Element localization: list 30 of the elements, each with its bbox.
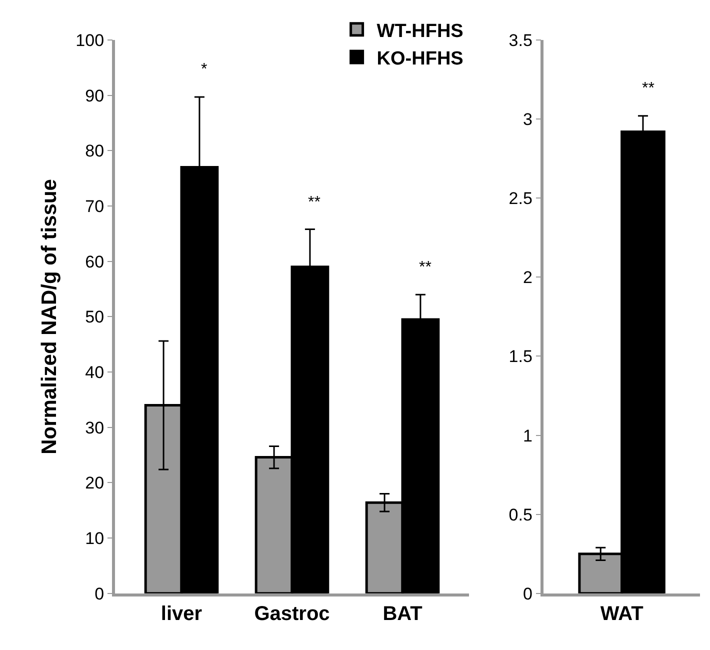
y-tick-label: 60: [85, 252, 104, 272]
y-tick-label: 2.5: [508, 189, 532, 208]
x-tick-label: Gastroc: [254, 603, 330, 626]
y-tick-label: 100: [76, 30, 104, 50]
y-tick-label: 70: [85, 196, 104, 216]
legend-label: WT-HFHS: [376, 20, 464, 42]
x-tick-label: BAT: [382, 603, 422, 626]
y-tick-label: 1.5: [508, 347, 532, 366]
y-tick-label: 3.5: [508, 30, 532, 50]
y-tick-label: 2: [522, 268, 532, 288]
legend-label: KO-HFHS: [376, 48, 464, 70]
y-tick-label: 80: [85, 142, 104, 161]
annotation: *: [201, 61, 208, 78]
annotation: **: [308, 194, 320, 211]
y-tick-label: 3: [522, 110, 532, 130]
y-tick-label: 30: [85, 418, 104, 438]
y-tick-label: 1: [522, 426, 532, 446]
x-tick-label: liver: [160, 603, 202, 626]
y-tick-label: 20: [85, 474, 104, 493]
annotation: **: [642, 80, 654, 97]
y-axis-title: Normalized NAD/g of tissue: [38, 179, 61, 454]
y-tick-label: 50: [85, 308, 104, 327]
y-tick-label: 0.5: [508, 505, 532, 524]
annotation: **: [419, 259, 432, 276]
y-tick-label: 0: [94, 584, 104, 604]
y-tick-label: 0: [522, 584, 532, 604]
x-tick-label: WAT: [600, 603, 644, 626]
y-tick-label: 90: [85, 86, 104, 106]
y-tick-label: 40: [85, 363, 104, 382]
y-tick-label: 10: [85, 529, 104, 548]
